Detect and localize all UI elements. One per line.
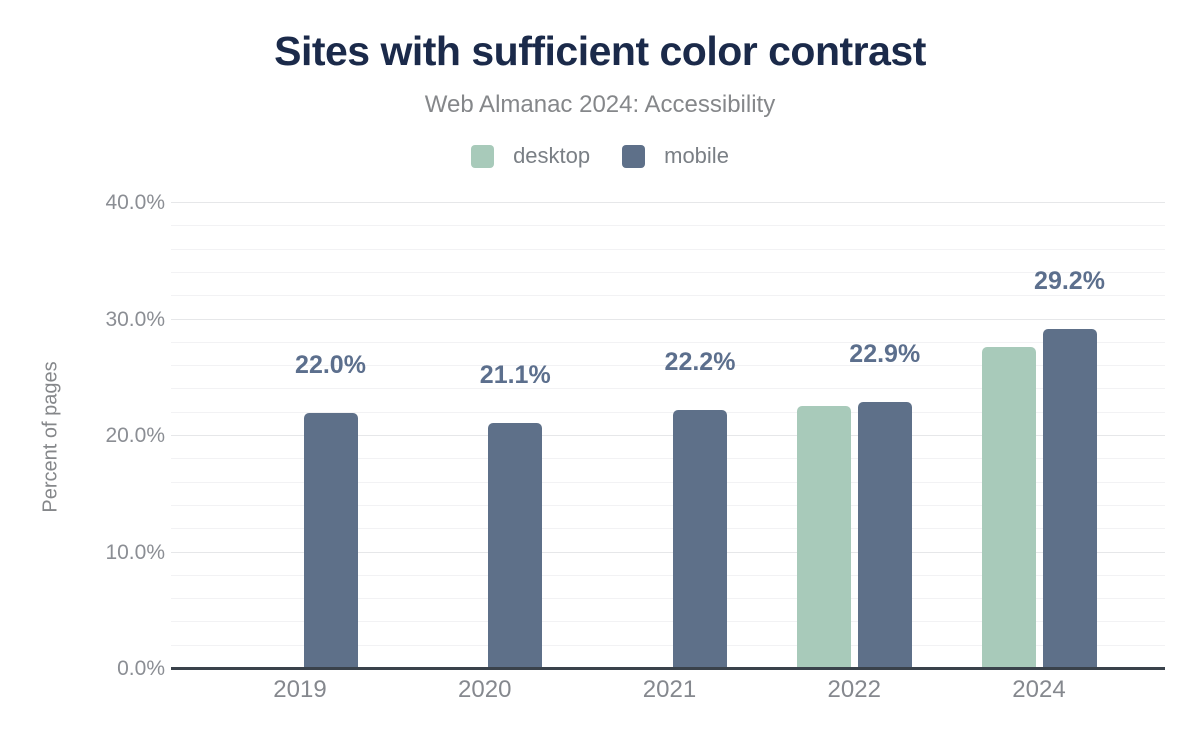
chart-title: Sites with sufficient color contrast (274, 28, 926, 74)
plot-area: 22.0% 21.1% 22.2% 22.9% 29.2% (171, 202, 1165, 670)
x-tick-label-2020: 2020 (458, 676, 512, 703)
x-tick-label-2022: 2022 (827, 676, 881, 703)
value-label-2022: 22.9% (849, 340, 921, 369)
x-tick-label-2019: 2019 (273, 676, 327, 703)
mobile-bar-2021 (673, 410, 727, 669)
gridline-minor (171, 248, 1165, 250)
legend-label-desktop: desktop (513, 143, 591, 168)
gridline-minor (171, 504, 1165, 506)
y-tick-label: 20.0% (105, 424, 165, 447)
gridline-minor (171, 388, 1165, 390)
gridline-major (171, 318, 1165, 320)
gridline-minor (171, 481, 1165, 483)
desktop-swatch-icon (471, 144, 495, 168)
gridline-minor (171, 411, 1165, 413)
legend-item-desktop: desktop (471, 143, 590, 169)
legend: desktop mobile (0, 143, 1200, 169)
gridline-minor (171, 271, 1165, 273)
value-label-2024: 29.2% (1034, 266, 1105, 295)
x-axis-line (171, 667, 1165, 670)
mobile-bar-2020 (488, 423, 543, 669)
gridline-minor (171, 365, 1165, 367)
legend-label-mobile: mobile (664, 143, 729, 168)
gridline-major (171, 551, 1165, 553)
mobile-swatch-icon (622, 144, 646, 168)
x-tick-label-2021: 2021 (642, 676, 697, 703)
value-label-2020: 21.1% (479, 361, 551, 390)
y-tick-label: 0.0% (117, 657, 165, 680)
gridline-minor (171, 528, 1165, 530)
mobile-bar-2022 (857, 402, 912, 669)
y-tick-label: 10.0% (105, 540, 165, 564)
gridline-major (171, 435, 1165, 436)
legend-item-mobile: mobile (622, 143, 729, 169)
gridline-minor (171, 295, 1165, 297)
desktop-bar-2024 (981, 347, 1036, 669)
gridline-minor (171, 341, 1165, 343)
value-label-2021: 22.2% (664, 348, 736, 377)
gridline-minor (171, 644, 1165, 646)
chart-subtitle: Web Almanac 2024: Accessibility (424, 91, 776, 118)
gridline-minor (171, 574, 1165, 576)
mobile-bar-2019 (303, 412, 358, 669)
gridline-major (171, 202, 1165, 203)
gridline-minor (171, 225, 1165, 227)
y-tick-label: 30.0% (105, 307, 165, 331)
y-tick-label: 40.0% (105, 191, 165, 214)
x-tick-label-2024: 2024 (1012, 676, 1066, 703)
value-label-2019: 22.0% (295, 350, 366, 379)
gridline-minor (171, 621, 1165, 623)
mobile-bar-2024 (1042, 328, 1097, 669)
gridline-minor (171, 458, 1165, 460)
desktop-bar-2022 (796, 405, 851, 669)
gridline-minor (171, 598, 1165, 600)
